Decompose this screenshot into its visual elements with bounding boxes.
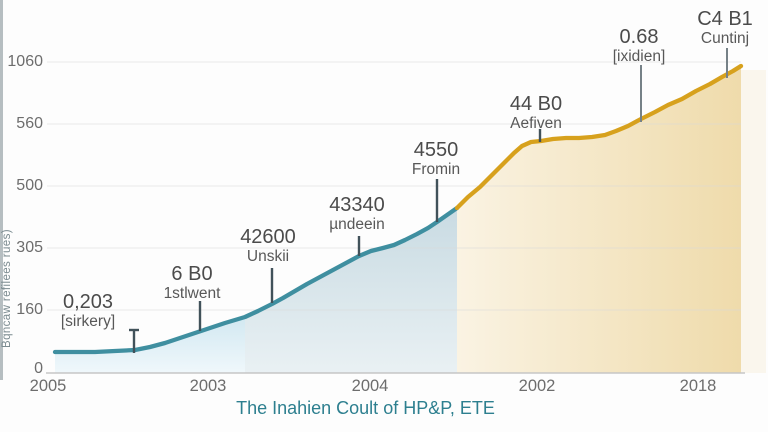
y-tick-label: 500 [16,177,43,194]
annotation-value: 0.68 [619,26,659,48]
annotation-value: 42600 [240,226,296,248]
annotation-value: 44 B0 [509,93,563,115]
area-early-fill [55,317,245,373]
y-tick-label: 0 [34,360,43,377]
annotation-label: Unskii [246,248,290,265]
annotation: 0.68 [ixidien] [564,27,714,65]
area-late-fill [457,66,741,373]
x-tick-label: 2005 [29,377,67,395]
left-edge-artifact [0,0,3,380]
annotation-label: Aefiven [510,115,562,132]
area-mid-fill [245,208,457,373]
x-tick-label: 2018 [679,377,717,395]
annotation-label: Fromin [411,161,461,178]
annotation: 0,203 [sirkery] [13,292,163,330]
y-tick-label: 1060 [7,53,43,70]
y-tick-label: 560 [16,115,43,132]
annotation-value: 0,203 [62,291,114,313]
chart-title: The Inahien Coult of HP&P, ETE [236,398,495,418]
annotation-value: 43340 [329,194,385,216]
annotation: 43340 µndeein [282,195,432,233]
x-tick-label: 2004 [351,377,389,395]
annotation-label: µndeein [329,216,385,233]
annotation: 44 B0 Aefiven [461,94,611,132]
series-line-early [52,205,460,355]
annotation-label: [ixidien] [612,48,666,65]
x-tick-label: 2002 [518,377,556,395]
annotation-label: [sirkery] [60,313,116,330]
annotation-value: C4 B1 [697,8,753,30]
annotation-value: 6 B0 [171,263,213,285]
annotation: 42600 Unskii [193,227,343,265]
annotation-value: 4550 [413,139,459,161]
annotation: 6 B0 1stlwent [117,264,267,302]
right-edge-fill [741,70,766,373]
x-tick-label: 2003 [189,377,227,395]
y-tick-label: 305 [16,239,43,256]
series-line-late [454,63,744,211]
annotation-label: Cuntinj [700,30,750,47]
annotation: C4 B1 Cuntinj [650,9,768,47]
annotation: 4550 Fromin [361,140,511,178]
y-tick-label: 160 [16,301,43,318]
annotation-label: 1stlwent [163,285,221,302]
